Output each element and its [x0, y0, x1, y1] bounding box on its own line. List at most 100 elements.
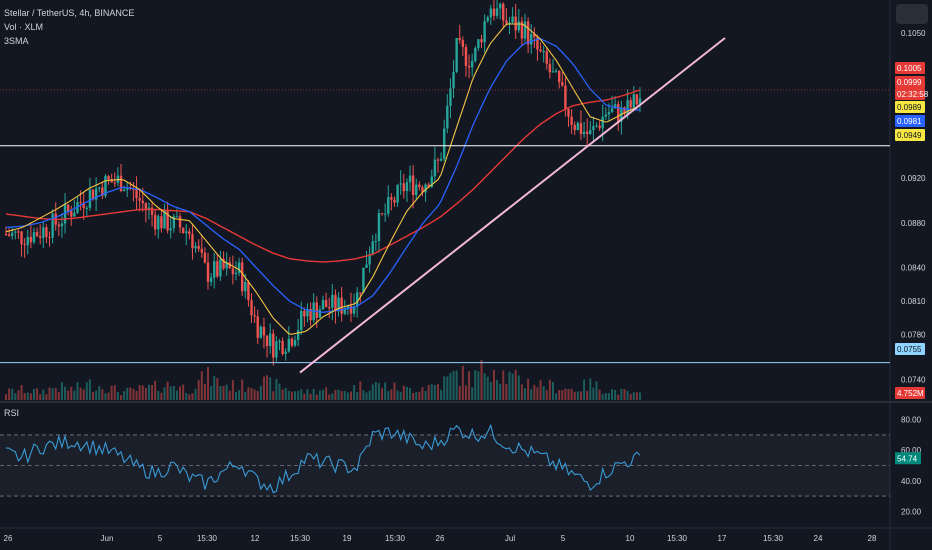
volume-bar — [626, 390, 629, 400]
volume-bar — [126, 388, 129, 400]
candle — [430, 176, 433, 187]
volume-bar — [76, 382, 79, 400]
rsi-badge-label: 54.74 — [897, 454, 918, 463]
volume-bar — [374, 381, 377, 400]
volume-bar — [520, 384, 523, 400]
volume-bar — [331, 393, 334, 400]
volume-bar — [322, 389, 324, 400]
chart-menu-button[interactable] — [896, 4, 928, 24]
candle — [539, 49, 542, 52]
candle — [172, 216, 176, 229]
volume-bar — [468, 371, 471, 400]
volume-bar — [508, 371, 511, 400]
volume-bar — [390, 389, 393, 400]
volume-bar — [548, 379, 551, 400]
volume-bar — [70, 386, 73, 400]
volume-bar — [262, 376, 265, 400]
candle — [458, 38, 461, 41]
volume-bar — [533, 384, 536, 400]
candle — [623, 107, 626, 115]
candle — [225, 262, 228, 269]
volume-bar — [244, 391, 247, 400]
volume-bar — [511, 373, 514, 400]
volume-bar — [353, 384, 356, 400]
volume-bar — [433, 385, 436, 400]
candle — [203, 252, 207, 263]
rsi-title: RSI — [4, 408, 20, 418]
volume-bar — [154, 380, 157, 400]
candle — [511, 16, 514, 23]
time-tick-label: 12 — [251, 534, 260, 543]
volume-bar — [297, 390, 300, 400]
volume-bar — [427, 384, 430, 400]
candle — [530, 34, 533, 45]
volume-bar — [36, 388, 39, 400]
volume-bar — [489, 382, 492, 400]
candle — [635, 94, 639, 105]
volume-bar — [203, 384, 206, 400]
volume-bar — [275, 378, 278, 400]
volume-bar — [185, 393, 188, 400]
volume-bar — [368, 390, 371, 400]
volume-bar — [197, 380, 200, 400]
volume-bar — [253, 389, 256, 400]
volume-bar — [399, 391, 402, 400]
volume-bar — [259, 385, 262, 400]
candle — [533, 34, 536, 38]
candle — [113, 182, 116, 184]
volume-bar — [418, 391, 421, 400]
volume-bar — [362, 390, 365, 400]
candle — [272, 333, 275, 358]
symbol-title: Stellar / TetherUS, 4h, BINANCE — [4, 8, 135, 18]
volume-bar — [179, 386, 182, 400]
volume-bar — [95, 390, 98, 400]
volume-bar — [300, 389, 303, 400]
price-badge — [895, 76, 925, 88]
volume-bar — [318, 390, 321, 400]
volume-bar — [57, 392, 60, 400]
time-tick-label: 10 — [626, 534, 635, 543]
volume-bar — [542, 386, 545, 400]
candle — [296, 330, 300, 340]
candle — [380, 213, 384, 215]
candle — [4, 234, 8, 236]
candle — [300, 310, 303, 331]
candle — [268, 333, 272, 347]
volume-bar — [564, 388, 567, 400]
volume-bar — [82, 389, 85, 400]
volume-bar — [315, 394, 318, 400]
candle — [508, 22, 511, 24]
candle — [464, 46, 468, 66]
volume-bar — [250, 388, 253, 400]
rsi-line — [5, 423, 641, 494]
candle — [234, 272, 238, 275]
candle — [253, 315, 256, 317]
candle — [247, 281, 250, 301]
time-tick-label: 5 — [561, 534, 566, 543]
candle — [169, 228, 172, 231]
volume-bar — [309, 393, 312, 400]
volume-bar — [73, 390, 76, 400]
volume-bar — [359, 381, 362, 400]
candle — [175, 216, 179, 218]
candle — [293, 339, 297, 346]
volume-bar — [294, 391, 297, 400]
volume-bar — [85, 382, 88, 400]
volume-bar — [639, 392, 641, 400]
volume-bar — [527, 378, 530, 400]
volume-bar — [110, 385, 113, 400]
volume-bar — [502, 370, 505, 400]
candle — [14, 231, 17, 233]
volume-bar — [39, 394, 42, 400]
price-badge-label: 0.0949 — [897, 131, 922, 140]
candle — [483, 21, 486, 43]
volume-bar — [119, 395, 122, 400]
volume-bar — [334, 389, 337, 400]
candle — [98, 187, 101, 189]
candle — [359, 292, 362, 294]
candle — [604, 114, 608, 117]
volume-bar — [20, 384, 23, 400]
volume-bar — [147, 384, 150, 400]
candle — [585, 131, 589, 135]
